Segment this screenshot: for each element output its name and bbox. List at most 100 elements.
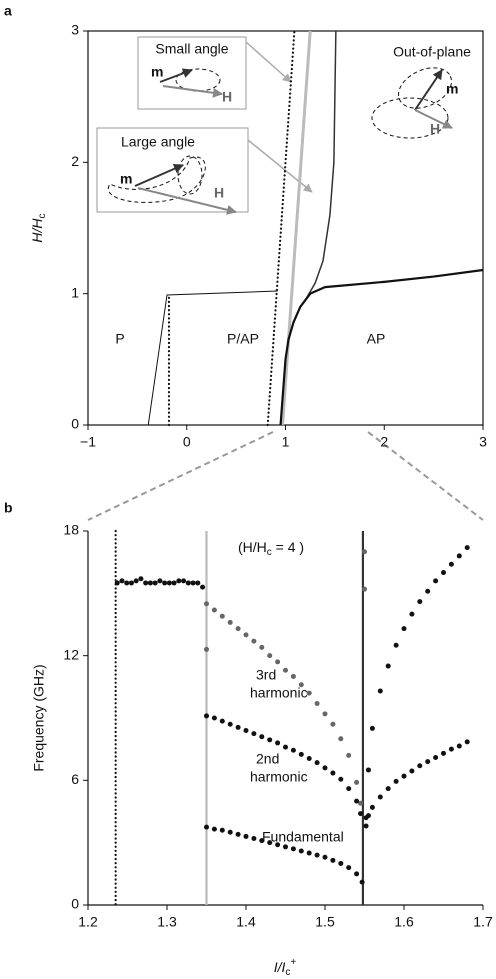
data-point [235, 724, 241, 730]
data-point [235, 626, 241, 632]
data-point [298, 682, 304, 688]
data-point [219, 827, 225, 833]
data-point [362, 549, 367, 555]
y-tick-label: 18 [63, 522, 79, 538]
data-point [417, 599, 423, 605]
x-tick-label: 1.2 [78, 914, 98, 930]
data-point [464, 739, 470, 745]
x-tick-label: 1.5 [315, 914, 335, 930]
y-tick-label: 2 [71, 153, 79, 169]
data-point [363, 823, 369, 829]
data-point [464, 545, 470, 551]
data-point [306, 850, 312, 856]
data-point [227, 721, 233, 727]
data-point [369, 725, 375, 731]
curve-label: harmonic [250, 769, 308, 785]
region-label: AP [367, 331, 386, 347]
y-tick-label: 0 [71, 416, 79, 432]
x-axis-label: I/Ic+ [274, 957, 297, 978]
data-point [314, 700, 320, 706]
boundary-line [266, 29, 296, 427]
x-tick-label: 1.6 [394, 914, 414, 930]
data-point [306, 756, 312, 762]
x-tick-label: 1.7 [473, 914, 493, 930]
data-point [204, 713, 209, 719]
data-point [354, 871, 360, 877]
data-point [433, 578, 439, 584]
data-point [251, 638, 257, 644]
data-point [162, 580, 168, 586]
y-axis-label: Frequency (GHz) [31, 664, 47, 771]
data-point [267, 653, 273, 659]
y-axis-label-main: H/H [29, 218, 45, 243]
data-point [346, 752, 352, 758]
inset-title: Large angle [121, 134, 195, 150]
data-point [338, 776, 344, 782]
inset-title: Out-of-plane [393, 44, 471, 60]
data-point [211, 715, 217, 721]
data-point [227, 829, 233, 835]
data-point [346, 786, 352, 792]
precession-orbit [175, 68, 221, 92]
data-point [401, 626, 407, 632]
h-arrow [414, 109, 453, 129]
data-point [200, 584, 206, 590]
x-axis-label-sup: + [290, 957, 296, 968]
precession-orbit [107, 156, 206, 203]
annotation-rest: = 4 ) [272, 539, 304, 555]
data-point [338, 860, 344, 866]
h-label: H [222, 89, 232, 105]
data-point [354, 798, 360, 804]
data-point [251, 836, 257, 842]
m-arrow [159, 68, 193, 83]
y-tick-label: 1 [71, 284, 79, 300]
data-point [409, 611, 415, 617]
data-point [314, 852, 320, 858]
data-point [330, 721, 336, 727]
data-point [152, 580, 158, 586]
data-point [283, 744, 288, 750]
x-tick-label: −1 [80, 434, 96, 450]
inset-small-angle: Small angle m H [137, 36, 292, 110]
data-point [377, 794, 383, 800]
zoom-connector [87, 431, 274, 521]
data-point [346, 865, 352, 871]
data-point [138, 576, 144, 582]
m-label: m [151, 64, 163, 80]
data-point [322, 854, 328, 860]
data-point [219, 613, 225, 619]
data-point [290, 747, 296, 753]
precession-orbit [398, 67, 452, 109]
data-point [385, 786, 391, 792]
data-point [417, 763, 423, 769]
panel-label: b [4, 500, 13, 516]
y-axis-label: H/Hc [29, 213, 48, 242]
data-point [267, 840, 273, 846]
data-point [365, 813, 371, 819]
data-point [128, 580, 134, 586]
data-point [377, 688, 383, 694]
data-point [259, 644, 265, 650]
data-point [171, 580, 177, 586]
annotation-sub: c [267, 547, 272, 558]
data-point [330, 857, 336, 863]
x-tick-label: 1.4 [236, 914, 256, 930]
data-point [358, 800, 364, 806]
data-point [290, 673, 296, 679]
data-point [133, 578, 139, 584]
y-tick-label: 3 [71, 22, 79, 38]
data-point [448, 746, 454, 752]
data-point [441, 750, 446, 756]
data-point [181, 578, 187, 584]
m-arrow [134, 164, 184, 187]
data-point [362, 586, 367, 592]
data-point [290, 846, 296, 852]
boundary-line [279, 268, 484, 426]
data-point [259, 838, 265, 844]
inset-out-of-plane: Out-of-plane m H [371, 44, 471, 139]
boundary-line [281, 30, 312, 426]
data-point [147, 580, 153, 586]
data-point [143, 580, 149, 586]
